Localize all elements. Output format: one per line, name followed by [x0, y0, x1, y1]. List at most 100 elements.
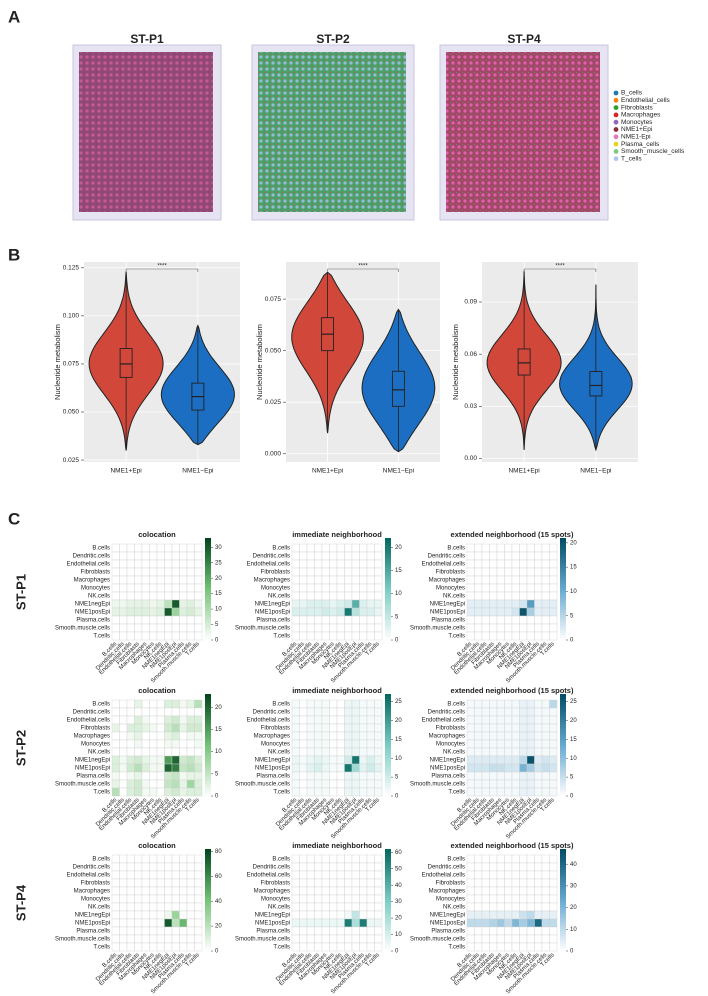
- heatmap-cell: [336, 918, 345, 928]
- colorbar-tick-label: 20: [215, 576, 222, 582]
- heatmap-cell: [299, 934, 308, 944]
- row-label: T.cells: [273, 634, 290, 640]
- row-label: Smooth.muscle.cells: [410, 782, 465, 788]
- heatmap-cell: [126, 942, 135, 952]
- heatmap-cell: [314, 934, 323, 944]
- colorbar-step: [205, 783, 211, 787]
- heatmap-cell: [466, 583, 475, 593]
- heatmap-cell: [496, 787, 505, 797]
- colorbar-step: [205, 871, 211, 875]
- heatmap-cell: [526, 878, 535, 888]
- colorbar-tick-label: 20: [215, 705, 222, 711]
- row-label: Fibroblasts: [436, 881, 465, 887]
- colorbar-step: [205, 933, 211, 936]
- heatmap-cell: [119, 731, 128, 741]
- heatmap-cell: [526, 707, 535, 717]
- colorbar-step: [205, 755, 211, 759]
- heatmap-cell: [526, 926, 535, 936]
- heatmap-cell: [541, 707, 550, 717]
- heatmap-cell: [321, 607, 330, 617]
- heatmap-cell: [179, 607, 188, 617]
- heatmap-cell: [351, 763, 360, 773]
- heatmap-cell: [119, 902, 128, 912]
- heatmap-cell: [141, 910, 150, 920]
- heatmap-cell: [351, 926, 360, 936]
- row-label: Macrophages: [254, 578, 290, 584]
- heatmap-cell: [351, 723, 360, 733]
- row-label: Endothelial.cells: [67, 718, 110, 724]
- heatmap-cell: [504, 926, 513, 936]
- row-label: Monocytes: [436, 897, 465, 903]
- row-label: Smooth.muscle.cells: [55, 626, 110, 632]
- heatmap-cell: [186, 591, 195, 601]
- heatmap-cell: [321, 894, 330, 904]
- heatmap-cell: [519, 591, 528, 601]
- heatmap-cell: [344, 631, 353, 641]
- heatmap-cell: [164, 543, 173, 553]
- row-label: NK.cells: [268, 594, 290, 600]
- heatmap-cell: [549, 779, 558, 789]
- colorbar-step: [560, 889, 566, 893]
- heatmap-cell: [164, 699, 173, 709]
- heatmap-cell: [164, 739, 173, 749]
- colorbar-step: [385, 729, 391, 733]
- heatmap-cell: [321, 942, 330, 952]
- heatmap-cell: [149, 779, 158, 789]
- heatmap-cell: [171, 543, 180, 553]
- heatmap-cell: [489, 878, 498, 888]
- colorbar-step: [560, 576, 566, 580]
- heatmap-cell: [359, 902, 368, 912]
- heatmap-cell: [141, 926, 150, 936]
- heatmap-cell: [171, 894, 180, 904]
- heatmap-cell: [541, 623, 550, 633]
- heatmap-cell: [519, 615, 528, 625]
- heatmap-cell: [194, 591, 203, 601]
- row-label: B.cells: [447, 702, 465, 708]
- colorbar-step: [560, 948, 566, 952]
- row-label: NME1negEpi: [75, 602, 110, 608]
- colorbar-step: [385, 596, 391, 600]
- heatmap-cell: [179, 763, 188, 773]
- row-label: Fibroblasts: [261, 881, 290, 887]
- row-label: Monocytes: [81, 742, 110, 748]
- colorbar-step: [205, 634, 211, 638]
- heatmap-cell: [474, 862, 483, 872]
- heatmap-cell: [496, 870, 505, 880]
- colorbar-tick-label: 0: [395, 949, 399, 955]
- heatmap-cell: [534, 910, 543, 920]
- heatmap-cell: [306, 623, 315, 633]
- heatmap-cell: [329, 910, 338, 920]
- heatmap-cell: [466, 886, 475, 896]
- colorbar-step: [560, 854, 566, 857]
- row-label: Fibroblasts: [81, 570, 110, 576]
- heatmap-cell: [111, 551, 120, 561]
- heatmap-cell: [366, 779, 375, 789]
- heatmap-cell: [164, 894, 173, 904]
- heatmap-cell: [179, 926, 188, 936]
- heatmap-cell: [466, 631, 475, 641]
- heatmap-cell: [374, 731, 383, 741]
- colorbar-tick-label: 40: [570, 862, 577, 868]
- colorbar-step: [385, 594, 391, 597]
- heatmap-cell: [366, 763, 375, 773]
- heatmap-cell: [164, 771, 173, 781]
- heatmap-cell: [481, 543, 490, 553]
- heatmap-cell: [466, 575, 475, 585]
- heatmap-cell: [466, 707, 475, 717]
- colorbar-step: [560, 624, 566, 628]
- heatmap-cell: [134, 615, 143, 625]
- colorbar-step: [385, 884, 391, 888]
- colorbar-tick-label: 30: [395, 899, 402, 905]
- legend-label: NME1-Epi: [621, 134, 651, 141]
- heatmap-cell: [504, 763, 513, 773]
- sample-label: ST-P2: [13, 730, 28, 766]
- heatmap-cell: [534, 599, 543, 609]
- heatmap-cell: [481, 934, 490, 944]
- significance-bracket: [327, 268, 399, 272]
- heatmap-cell: [366, 894, 375, 904]
- heatmap-cell: [351, 854, 360, 864]
- heatmap-cell: [314, 886, 323, 896]
- heatmap-cell: [126, 918, 135, 928]
- heatmap-cell: [186, 886, 195, 896]
- heatmap-cell: [186, 942, 195, 952]
